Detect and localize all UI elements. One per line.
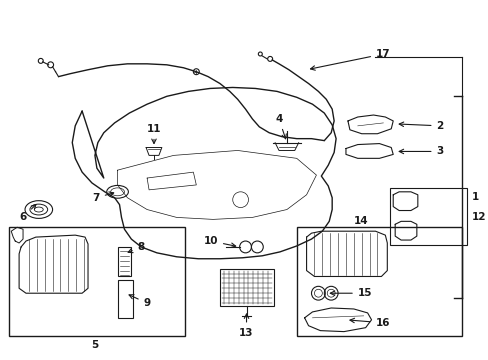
Text: 13: 13 [239,314,253,338]
Text: 15: 15 [329,288,371,298]
Text: 7: 7 [92,192,113,203]
Text: 8: 8 [128,242,144,253]
Text: 10: 10 [203,236,235,247]
Text: 5: 5 [91,341,99,350]
Text: 11: 11 [146,124,161,144]
Text: 9: 9 [129,295,150,308]
Text: 1: 1 [471,192,478,202]
Bar [296,227,461,336]
Bar [117,247,131,276]
Text: 14: 14 [353,216,367,226]
Text: 17: 17 [310,49,390,70]
Bar [220,269,274,306]
Text: 2: 2 [398,121,443,131]
Text: 16: 16 [349,318,389,328]
Text: 6: 6 [20,204,36,222]
Text: 3: 3 [398,147,443,157]
Bar [9,227,184,336]
Bar [117,280,133,318]
Text: 12: 12 [471,212,486,222]
Bar [389,188,466,245]
Text: 4: 4 [275,114,286,139]
